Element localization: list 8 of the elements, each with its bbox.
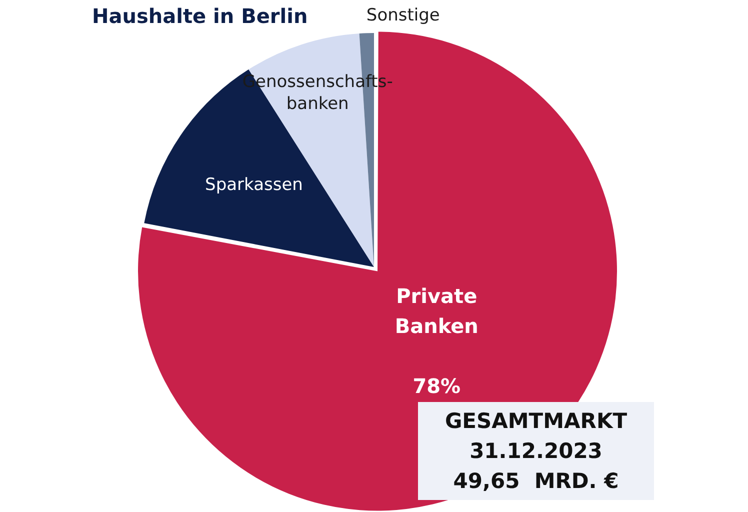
text: 31.12.2023 (468, 438, 604, 465)
slice-label: Sparkassen (205, 174, 303, 195)
chart-title: Haushalte in Berlin (92, 4, 308, 28)
slice-label: Sonstige (366, 6, 440, 26)
text: GESAMTMARKT (444, 408, 628, 435)
slice-label: Private Banken (394, 284, 478, 338)
text: 49,65 MRD. € (452, 468, 620, 495)
data-label: 78% (412, 374, 461, 398)
